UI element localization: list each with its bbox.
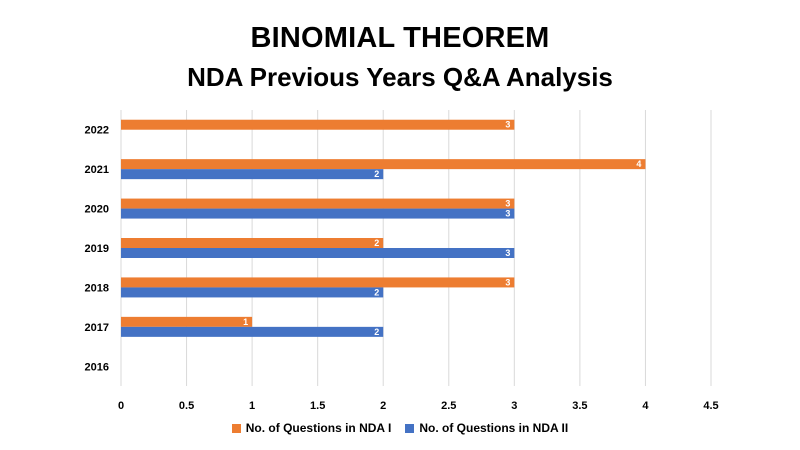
x-tick-label: 3: [511, 400, 517, 412]
y-tick-label: 2019: [85, 243, 109, 255]
bar-nda1: [121, 159, 646, 170]
bar-nda1: [121, 119, 515, 130]
x-tick-label: 4: [642, 400, 649, 412]
data-label: 3: [505, 277, 510, 287]
data-label: 3: [505, 120, 510, 130]
data-label: 2: [374, 169, 379, 179]
data-label: 1: [243, 317, 248, 327]
legend-item-nda1: No. of Questions in NDA I: [231, 421, 392, 435]
bar-nda1: [121, 198, 515, 209]
bar-nda2: [121, 208, 515, 219]
legend-item-nda2: No. of Questions in NDA II: [405, 421, 568, 435]
x-tick-label: 2: [380, 400, 386, 412]
legend-swatch-nda1: [231, 423, 241, 433]
bar-nda1: [121, 316, 253, 327]
bar-nda2: [121, 248, 515, 258]
legend: No. of Questions in NDA I No. of Questio…: [0, 421, 800, 435]
data-label: 2: [374, 238, 379, 248]
bar-nda1: [121, 277, 515, 288]
legend-label-nda1: No. of Questions in NDA I: [245, 421, 392, 435]
data-label: 4: [636, 159, 641, 169]
legend-swatch-nda2: [405, 423, 415, 433]
x-tick-label: 3.5: [572, 400, 587, 412]
data-label: 3: [505, 209, 510, 219]
y-tick-label: 2018: [85, 282, 109, 294]
y-tick-label: 2021: [85, 164, 109, 176]
chart-title: BINOMIAL THEOREM: [250, 22, 550, 54]
data-label: 2: [374, 327, 379, 337]
bar-nda1: [121, 238, 384, 248]
bar-nda2: [121, 169, 384, 180]
y-tick-label: 2017: [85, 322, 109, 334]
y-tick-label: 2020: [85, 204, 109, 216]
legend-label-nda2: No. of Questions in NDA II: [419, 421, 569, 435]
x-tick-label: 2.5: [441, 400, 456, 412]
chart-subtitle: NDA Previous Years Q&A Analysis: [187, 62, 613, 92]
x-tick-label: 1: [249, 400, 255, 412]
data-label: 3: [505, 248, 510, 258]
data-label: 2: [374, 287, 379, 297]
x-tick-label: 1.5: [310, 400, 325, 412]
x-tick-label: 0.5: [179, 400, 194, 412]
x-tick-label: 4.5: [703, 400, 718, 412]
y-tick-label: 2022: [85, 125, 109, 137]
bar-nda2: [121, 287, 384, 298]
bar-nda2: [121, 326, 384, 337]
y-tick-label: 2016: [85, 361, 109, 373]
data-label: 3: [505, 199, 510, 209]
x-tick-label: 0: [118, 400, 124, 412]
